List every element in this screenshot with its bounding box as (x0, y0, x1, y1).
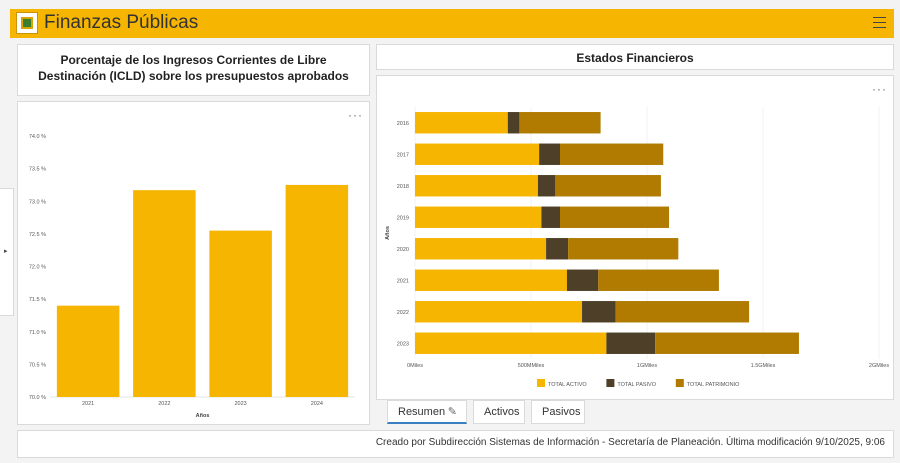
app-title: Finanzas Públicas (44, 12, 199, 33)
x-tick-label: 2021 (82, 401, 94, 407)
bar-segment (615, 301, 750, 323)
estados-chart-panel: ··· 0Miles 500MMiles 1GMiles 1.5GMiles 2GMil… (376, 75, 894, 400)
y-tick-label: 70.5 % (29, 362, 46, 368)
bar-segment (415, 332, 607, 354)
footer-credits: Creado por Subdirección Sistemas de Info… (375, 437, 885, 448)
bar-segment (546, 238, 569, 260)
bar-segment (582, 301, 616, 323)
bar (285, 184, 349, 397)
bar-segment (415, 112, 508, 134)
y-tick-label: 2016 (397, 121, 409, 127)
bar-segment (566, 269, 599, 291)
tab-activos[interactable]: Activos (473, 400, 525, 424)
legend-swatch (675, 379, 684, 387)
icld-title-panel: Porcentaje de los Ingresos Corrientes de… (17, 44, 370, 96)
x-tick-label: 2024 (311, 401, 323, 407)
x-axis-title: Años (196, 413, 210, 419)
x-tick-label: 0Miles (407, 363, 423, 369)
icld-bar-chart: 74.0 % 73.5 % 73.0 % 72.5 % 72.0 % 71.5 % 71.0… (29, 134, 355, 419)
bar-segment (655, 332, 799, 354)
tab-label: Activos (484, 406, 520, 418)
app-header: Finanzas Públicas (10, 9, 894, 38)
footer: Creado por Subdirección Sistemas de Info… (17, 430, 894, 458)
bar-segment (541, 206, 560, 228)
legend-label: TOTAL PATRIMONIO (687, 382, 740, 388)
x-tick-label: 2023 (235, 401, 247, 407)
bar-segment (507, 112, 520, 134)
x-tick-label: 500MMiles (518, 363, 545, 369)
bar-segment (537, 175, 556, 197)
y-tick-label: 72.0 % (29, 265, 46, 271)
y-tick-label: 2021 (397, 278, 409, 284)
x-tick-label: 1.5GMiles (751, 363, 776, 369)
bar (209, 230, 272, 397)
bar-segment (568, 238, 679, 260)
tab-label: Resumen (398, 406, 446, 418)
y-tick-label: 71.0 % (29, 330, 46, 336)
bar-segment (519, 112, 601, 134)
bar-segment (415, 301, 583, 323)
estados-title-panel: Estados Financieros (376, 44, 894, 70)
bar-segment (555, 175, 661, 197)
pencil-icon[interactable]: ✎ (447, 406, 457, 418)
hamburger-menu-icon[interactable] (873, 17, 886, 29)
estados-stacked-bar-chart: 0Miles 500MMiles 1GMiles 1.5GMiles 2GMiles 20… (385, 107, 889, 388)
y-tick-label: 70.0 % (29, 395, 46, 401)
legend-swatch (606, 379, 615, 387)
more-options-icon[interactable]: ··· (872, 82, 887, 96)
legend-label: TOTAL ACTIVO (548, 382, 587, 388)
bar-segment (415, 269, 567, 291)
bar-segment (606, 332, 656, 354)
bar-segment (598, 269, 719, 291)
tab-pasivos[interactable]: Pasivos (531, 400, 585, 424)
y-tick-label: 2019 (397, 215, 409, 221)
y-tick-label: 73.0 % (29, 199, 46, 205)
x-tick-label: 2022 (158, 401, 170, 407)
bar-segment (415, 238, 547, 260)
bar-segment (415, 206, 542, 228)
y-tick-label: 72.5 % (29, 232, 46, 238)
bar (133, 190, 196, 397)
bar (56, 305, 120, 397)
icld-chart-panel: ··· 74.0 % 73.5 % 73.0 % 72.5 % 72.0 % 71.5 %… (17, 101, 370, 425)
tab-label: Pasivos (542, 406, 581, 418)
legend-label: TOTAL PASIVO (617, 382, 656, 388)
x-tick-label: 2GMiles (869, 363, 889, 369)
y-tick-label: 73.5 % (29, 167, 46, 173)
tab-resumen[interactable]: Resumen ✎ (387, 400, 467, 424)
y-axis-title: Años (385, 226, 391, 240)
y-tick-label: 74.0 % (29, 134, 46, 140)
logo (16, 12, 38, 34)
y-tick-label: 2023 (397, 341, 409, 347)
y-tick-label: 2022 (397, 310, 409, 316)
bar-segment (415, 143, 540, 165)
x-tick-label: 1GMiles (637, 363, 657, 369)
more-options-icon[interactable]: ··· (348, 108, 363, 122)
bar-segment (560, 143, 664, 165)
estados-chart-title: Estados Financieros (576, 51, 694, 65)
bar-segment (539, 143, 560, 165)
shield-icon (21, 17, 33, 29)
chevron-right-icon: ▸ (4, 248, 8, 255)
side-panel-toggle[interactable]: ▸ (0, 188, 14, 316)
bar-segment (415, 175, 538, 197)
y-tick-label: 2017 (397, 152, 409, 158)
legend-swatch (537, 379, 545, 387)
y-tick-label: 2020 (397, 247, 409, 253)
y-tick-label: 2018 (397, 184, 409, 190)
y-tick-label: 71.5 % (29, 297, 46, 303)
bar-segment (560, 206, 670, 228)
icld-chart-title: Porcentaje de los Ingresos Corrientes de… (38, 53, 349, 83)
